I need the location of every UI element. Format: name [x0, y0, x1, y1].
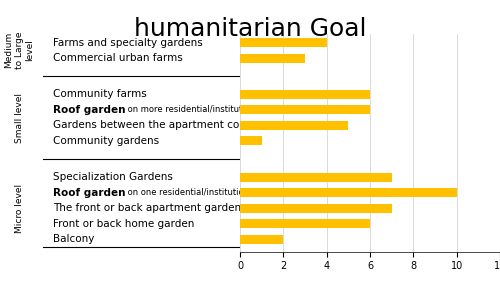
Bar	[240, 173, 392, 182]
Text: Farms and specialty gardens: Farms and specialty gardens	[53, 37, 203, 47]
Text: Front or back home garden: Front or back home garden	[53, 219, 194, 229]
Bar	[240, 188, 456, 197]
Bar	[240, 235, 284, 244]
Bar	[240, 136, 262, 146]
Text: Micro level: Micro level	[14, 184, 24, 233]
Text: Small level: Small level	[14, 93, 24, 143]
Text: Roof garden: Roof garden	[53, 105, 126, 115]
Bar	[240, 105, 370, 114]
Text: on one residential/institutional building: on one residential/institutional buildin…	[126, 188, 294, 197]
Bar	[240, 90, 370, 99]
Text: humanitarian Goal: humanitarian Goal	[134, 17, 366, 41]
Text: Community gardens: Community gardens	[53, 136, 159, 146]
Text: Balcony: Balcony	[53, 234, 94, 244]
Text: Medium
to Large
level: Medium to Large level	[4, 32, 34, 69]
Bar	[240, 219, 370, 228]
Bar	[240, 38, 326, 47]
Text: Roof garden: Roof garden	[53, 188, 126, 198]
Bar	[240, 53, 305, 63]
Bar	[240, 204, 392, 213]
Bar	[240, 121, 348, 130]
Text: on more residential/institutional building: on more residential/institutional buildi…	[126, 105, 300, 114]
Text: Gardens between the apartment complex: Gardens between the apartment complex	[53, 120, 271, 130]
Text: Commercial urban farms: Commercial urban farms	[53, 53, 182, 63]
Text: Specialization Gardens: Specialization Gardens	[53, 172, 172, 182]
Text: Community farms: Community farms	[53, 89, 146, 99]
Text: The front or back apartment garden: The front or back apartment garden	[53, 203, 241, 213]
